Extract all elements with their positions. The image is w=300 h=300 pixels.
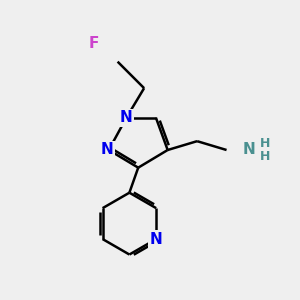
Text: N: N xyxy=(150,232,163,247)
Text: F: F xyxy=(89,37,99,52)
Text: H: H xyxy=(260,137,270,150)
Text: H: H xyxy=(260,150,270,163)
Text: N: N xyxy=(101,142,114,158)
Text: N: N xyxy=(120,110,133,125)
Text: N: N xyxy=(242,142,255,158)
